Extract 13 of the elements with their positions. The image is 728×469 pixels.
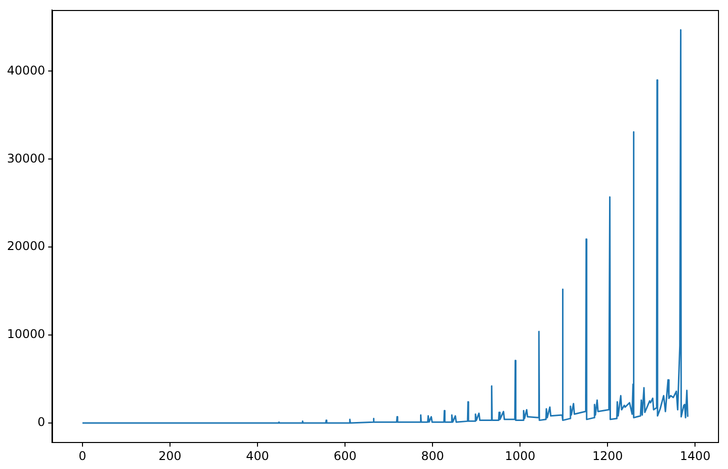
x-tick-label: 0: [78, 448, 86, 463]
y-tick-label: 10000: [6, 327, 46, 342]
y-tick-label: 0: [38, 415, 46, 430]
x-tick-label: 1000: [504, 448, 536, 463]
x-tick-label: 600: [334, 448, 356, 463]
y-tick-label: 20000: [6, 239, 46, 254]
x-tick-label: 200: [158, 448, 182, 463]
x-tick-label: 800: [421, 448, 444, 463]
x-tick-label: 1400: [680, 448, 710, 463]
y-tick-label: 30000: [6, 151, 46, 166]
x-tick-label: 400: [246, 448, 269, 463]
y-tick-label: 40000: [6, 63, 46, 78]
x-tick-label: 1200: [592, 448, 623, 463]
